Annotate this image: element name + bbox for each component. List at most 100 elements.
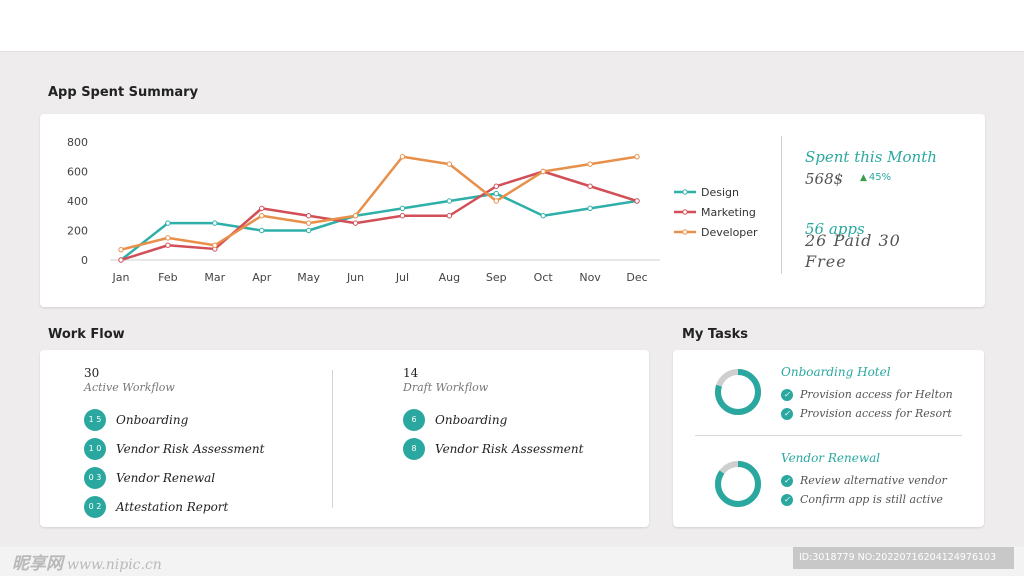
legend-label: Design [701, 186, 739, 199]
data-point [587, 205, 593, 212]
count-badge: 0 2 [84, 495, 106, 518]
data-point [634, 198, 640, 204]
workflow-item[interactable]: 0 3 Vendor Renewal [84, 463, 264, 492]
legend-label: Developer [701, 226, 758, 239]
count-badge: 6 [403, 408, 425, 431]
data-point [446, 198, 453, 204]
data-point [399, 213, 406, 219]
workflow-item[interactable]: 6 Onboarding [403, 405, 583, 434]
tasks-title: My Tasks [682, 327, 749, 342]
active-workflow-column: 30 Active Workflow 1 5 Onboarding 1 0 Ve… [84, 366, 264, 521]
task-group-vendor-renewal[interactable]: Vendor Renewal ✓ Review alternative vend… [673, 437, 984, 517]
task-item: ✓ Confirm app is still active [781, 493, 943, 506]
task-item-label: Confirm app is still active [800, 493, 943, 506]
check-icon: ✓ [781, 407, 793, 420]
x-tick-label: Jan [112, 271, 130, 284]
x-tick-label: Oct [534, 271, 554, 284]
workflow-item[interactable]: 1 0 Vendor Risk Assessment [84, 434, 264, 463]
series-line-design [120, 192, 638, 261]
data-point [259, 227, 265, 234]
active-workflow-label: Active Workflow [84, 381, 175, 394]
task-group-onboarding-hotel[interactable]: Onboarding Hotel ✓ Provision access for … [673, 350, 984, 430]
y-tick-label: 0 [81, 254, 88, 267]
task-item-label: Provision access for Resort [800, 407, 952, 420]
draft-workflow-label: Draft Workflow [403, 381, 489, 394]
workflow-item-label: Onboarding [435, 412, 508, 427]
task-title: Onboarding Hotel [781, 365, 891, 379]
data-point [305, 213, 312, 219]
progress-donut [715, 369, 761, 415]
count-badge: 8 [403, 437, 425, 460]
data-point [540, 168, 546, 175]
apps-breakdown: 26 Paid 30 Free [805, 231, 901, 271]
workflow-item-label: Vendor Risk Assessment [435, 441, 584, 456]
active-workflow-count: 30 [84, 366, 100, 380]
data-point [493, 198, 499, 204]
data-point [212, 242, 218, 248]
triangle-up-icon: ▲ [860, 173, 867, 183]
workflow-item-label: Attestation Report [116, 499, 229, 514]
check-icon: ✓ [781, 474, 793, 487]
x-tick-label: Jun [346, 271, 364, 284]
task-item-label: Provision access for Helton [800, 388, 953, 401]
watermark-id: ID:3018779 NO:20220716204124976103 [793, 547, 1014, 569]
tasks-card: Onboarding Hotel ✓ Provision access for … [673, 350, 984, 527]
data-point [634, 154, 640, 160]
workflow-title: Work Flow [48, 327, 125, 342]
spent-amount: 568$ [805, 170, 844, 188]
x-tick-label: Aug [439, 271, 460, 284]
data-point [446, 161, 453, 167]
task-divider [695, 435, 962, 436]
stats-divider [781, 136, 782, 274]
workflow-card: 30 Active Workflow 1 5 Onboarding 1 0 Ve… [40, 350, 649, 527]
donut-progress [715, 461, 761, 507]
workflow-item-label: Vendor Renewal [116, 470, 216, 485]
apps-count: 56 apps [805, 220, 865, 238]
data-point [259, 205, 265, 212]
workflow-item-label: Onboarding [116, 412, 189, 427]
data-point [446, 213, 453, 219]
x-tick-label: Dec [626, 271, 647, 284]
count-badge: 0 3 [84, 466, 106, 489]
legend-label: Marketing [701, 206, 756, 219]
spent-this-month-title: Spent this Month [805, 148, 937, 166]
spent-change: ▲ 45% [860, 172, 891, 183]
count-badge: 1 5 [84, 408, 106, 431]
data-point [259, 213, 265, 219]
task-item: ✓ Review alternative vendor [781, 474, 947, 487]
x-tick-label: Apr [252, 271, 272, 284]
check-icon: ✓ [781, 493, 793, 506]
summary-title: App Spent Summary [48, 85, 199, 100]
data-point [305, 220, 312, 226]
data-point [118, 257, 124, 263]
watermark-brand: 昵享网 [12, 554, 63, 574]
data-point [212, 220, 218, 226]
data-point [493, 183, 499, 189]
y-tick-label: 400 [67, 195, 88, 208]
workflow-item[interactable]: 1 5 Onboarding [84, 405, 264, 434]
data-point [118, 246, 124, 253]
task-title: Vendor Renewal [781, 451, 881, 465]
watermark-url: www.nipic.cn [67, 557, 162, 573]
donut-progress [715, 369, 761, 415]
data-point [352, 213, 359, 219]
draft-workflow-count: 14 [403, 366, 419, 380]
workflow-divider [332, 370, 333, 508]
top-bar [0, 0, 1024, 52]
x-tick-label: Sep [486, 271, 507, 284]
data-point [165, 220, 171, 226]
count-badge: 1 0 [84, 437, 106, 460]
watermark-left: 昵享网 www.nipic.cn [12, 549, 162, 574]
data-point [305, 227, 312, 234]
legend-marker [682, 229, 688, 235]
y-tick-label: 800 [67, 136, 88, 149]
data-point [165, 242, 171, 248]
data-point [352, 220, 359, 226]
data-point [399, 154, 406, 160]
workflow-item[interactable]: 0 2 Attestation Report [84, 492, 264, 521]
data-point [587, 161, 593, 167]
series-line-marketing [120, 170, 638, 262]
x-tick-label: May [297, 271, 320, 284]
y-tick-label: 200 [67, 225, 88, 238]
workflow-item[interactable]: 8 Vendor Risk Assessment [403, 434, 583, 463]
